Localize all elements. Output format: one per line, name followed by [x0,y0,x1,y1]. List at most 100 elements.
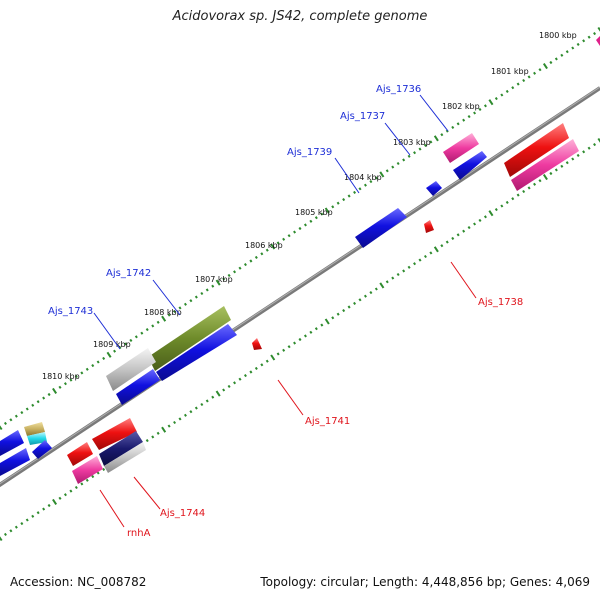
scale-tick [260,252,264,256]
scale-tick [488,210,494,217]
scale-tick [233,381,237,385]
scale-tick [118,346,122,350]
label-ajs1741[interactable]: Ajs_1741 [305,416,350,427]
scale-tick [47,392,51,397]
scale-tick [374,176,378,180]
scale-tick [516,82,520,86]
label-ajs1738[interactable]: Ajs_1738 [478,297,523,308]
scale-tick [445,240,449,244]
scale-tick [597,137,600,143]
gene-navy-ajs1744[interactable] [99,431,143,466]
label-ajs1742[interactable]: Ajs_1742 [106,268,151,279]
scale-tick [467,115,471,119]
gene-ajs1743[interactable] [116,369,160,405]
scale-tick [243,374,247,378]
gene-ajs1738[interactable] [424,220,434,233]
gene-block-magenta[interactable] [596,36,600,46]
scale-tick [3,421,7,425]
scale-tick [25,518,29,522]
label-ajs1744[interactable]: Ajs_1744 [160,508,205,519]
scale-label-1800: 1800 kbp [539,31,577,40]
gene-labels[interactable]: Ajs_1736 Ajs_1737 Ajs_1739 Ajs_1742 Ajs_… [48,84,523,539]
gene-ajs1739[interactable] [355,208,407,248]
scale-tick [9,418,13,422]
gene-olive[interactable] [148,306,231,371]
scale-tick [85,367,89,371]
scale-tick [156,320,160,324]
scale-tick [456,122,460,126]
scale-tick [254,366,258,370]
scale-tick [47,503,51,508]
scale-tick [347,194,351,198]
scale-label-1804: 1804 kbp [344,173,382,182]
scale-tick [396,272,400,277]
gene-ajs1736[interactable] [443,133,479,163]
gene-gray-ajs1744[interactable] [104,442,146,473]
label-ajs1736[interactable]: Ajs_1736 [376,84,421,95]
scale-tick [80,371,84,375]
scale-tick [69,378,73,382]
gene-pink-rnha[interactable] [72,456,103,484]
gene-red-left-b[interactable] [92,418,137,450]
scale-tick [467,226,471,230]
scale-tick [587,35,591,39]
scale-tick [542,174,548,181]
gene-red-right[interactable] [504,123,569,177]
scale-tick [473,111,477,115]
gene-ajs1737[interactable] [426,181,442,196]
label-ajs1739[interactable]: Ajs_1739 [287,147,332,158]
scale-tick [106,351,112,358]
outer-scale-track [0,26,600,431]
scale-tick [145,328,149,332]
scale-tick [222,388,226,392]
scale-tick [249,259,253,263]
gene-ajs1742[interactable] [156,324,237,381]
scale-tick [533,71,537,75]
scale-tick [494,208,498,212]
gene-blocks[interactable] [0,36,600,484]
gene-blue-edge-a[interactable] [0,430,24,456]
scale-tick [500,204,504,208]
scale-tick [276,241,280,245]
scale-tick [582,39,586,43]
scale-tick [194,295,198,299]
scale-tick [74,485,78,490]
gene-gray-upper[interactable] [106,348,156,391]
scale-tick [418,147,422,151]
scale-tick [324,318,330,325]
label-ajs1737[interactable]: Ajs_1737 [340,111,385,122]
gene-tan-edge[interactable] [24,422,45,436]
scale-tick [102,467,106,471]
scale-tick [511,86,515,90]
scale-tick [593,32,597,36]
gene-blue-edge-c[interactable] [32,440,52,459]
scale-tick [542,63,548,70]
scale-tick [293,341,297,345]
label-rnha[interactable]: rnhA [127,528,151,539]
scale-tick [554,57,558,61]
scale-tick [423,254,427,259]
label-ajs1743[interactable]: Ajs_1743 [48,306,93,317]
scale-tick [500,93,504,97]
gene-red-left-a[interactable] [67,442,93,466]
gene-pink-right[interactable] [511,139,579,191]
scale-tick [200,291,204,296]
scale-tick [183,302,187,306]
scale-tick [282,237,286,241]
gene-ajs1741[interactable] [252,338,262,350]
scale-tick [445,129,449,133]
gene-cyan-edge[interactable] [27,432,47,445]
scale-tick [593,143,597,147]
gene-ajs1736-blue[interactable] [453,151,487,180]
scale-tick [129,338,133,342]
scale-tick [565,161,569,165]
scale-tick [429,140,433,144]
scale-tick [189,299,193,303]
scale-tick [178,306,182,310]
scale-tick [407,154,411,158]
topology-text: Topology: circular; Length: 4,448,856 bp… [260,575,590,589]
scale-tick [522,189,526,194]
gene-blue-edge-b[interactable] [0,448,30,476]
scale-tick [407,265,411,269]
